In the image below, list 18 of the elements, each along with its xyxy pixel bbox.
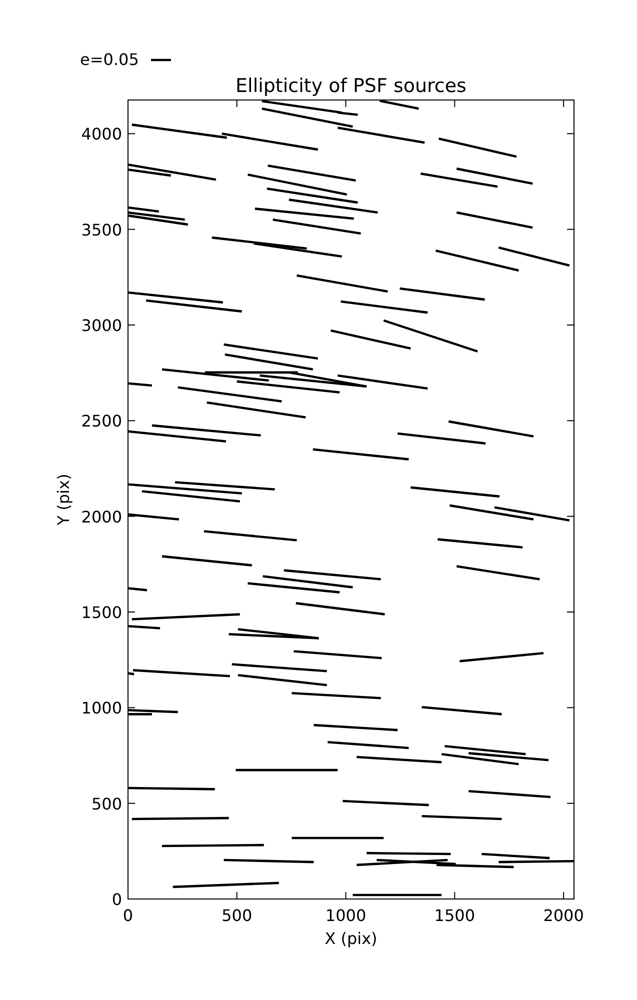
x-tick-label: 500 — [222, 906, 252, 925]
y-tick-label: 500 — [91, 794, 122, 814]
y-tick-label: 1500 — [81, 603, 122, 622]
y-tick-label: 3000 — [81, 316, 122, 336]
y-tick-label: 0 — [112, 890, 122, 909]
y-axis-title: Y (pix) — [54, 474, 73, 526]
y-tick-label: 2500 — [81, 412, 122, 431]
y-tick-label: 1000 — [81, 698, 122, 718]
y-tick-label: 2000 — [81, 507, 122, 526]
text: e=0.05 — [80, 50, 139, 69]
y-tick-label: 4000 — [81, 124, 122, 144]
y-tick-label: 3500 — [81, 220, 122, 240]
chart-title: Ellipticity of PSF sources — [236, 75, 466, 97]
x-tick-label: 0 — [122, 906, 134, 925]
x-tick-label: 2000 — [543, 906, 584, 925]
x-axis-title: X (pix) — [324, 929, 378, 948]
x-tick-label: 1000 — [325, 906, 366, 925]
x-tick-label: 1500 — [434, 906, 476, 925]
